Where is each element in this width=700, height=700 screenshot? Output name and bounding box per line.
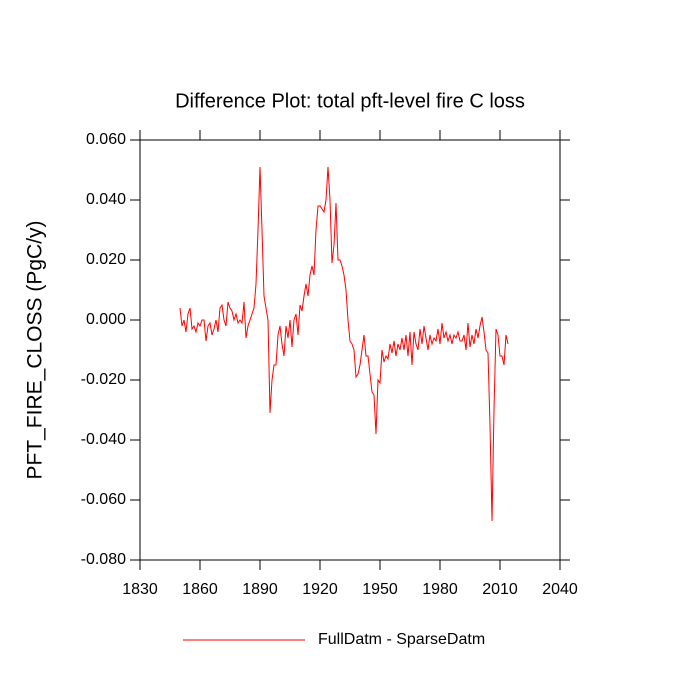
y-tick-label: -0.080 bbox=[81, 551, 126, 568]
y-tick-label: 0.040 bbox=[86, 191, 126, 208]
y-tick-label: 0.020 bbox=[86, 251, 126, 268]
y-tick-label: -0.020 bbox=[81, 371, 126, 388]
x-tick-label: 1920 bbox=[302, 581, 338, 598]
x-tick-label: 2010 bbox=[482, 581, 518, 598]
y-tick-label: -0.040 bbox=[81, 431, 126, 448]
chart-title: Difference Plot: total pft-level fire C … bbox=[175, 90, 525, 112]
y-tick-label: 0.000 bbox=[86, 311, 126, 328]
x-tick-label: 1860 bbox=[182, 581, 218, 598]
x-tick-label: 1830 bbox=[122, 581, 158, 598]
x-tick-label: 1980 bbox=[422, 581, 458, 598]
data-line bbox=[179, 166, 509, 522]
x-tick-label: 2040 bbox=[542, 581, 578, 598]
y-axis-label: PFT_FIRE_CLOSS (PgC/y) bbox=[24, 220, 47, 479]
y-tick-label: -0.060 bbox=[81, 491, 126, 508]
y-tick-label: 0.060 bbox=[86, 131, 126, 148]
x-tick-label: 1890 bbox=[242, 581, 278, 598]
x-tick-label: 1950 bbox=[362, 581, 398, 598]
plot-frame bbox=[139, 139, 561, 561]
legend-label: FullDatm - SparseDatm bbox=[318, 631, 485, 648]
